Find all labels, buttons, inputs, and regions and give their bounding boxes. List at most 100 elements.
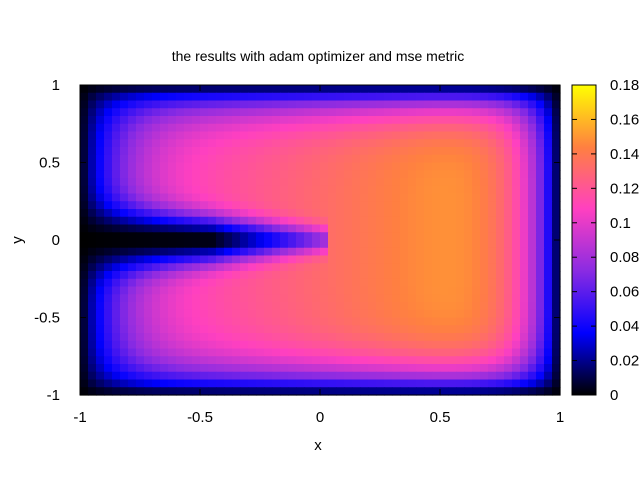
heatmap-cell	[432, 317, 441, 326]
heatmap-cell	[552, 92, 561, 102]
heatmap-cell	[120, 108, 129, 117]
heatmap-cell	[392, 302, 401, 311]
heatmap-cell	[368, 263, 377, 272]
heatmap-cell	[184, 154, 193, 164]
heatmap-cell	[336, 201, 345, 210]
heatmap-cell	[400, 178, 409, 187]
heatmap-cell	[328, 294, 337, 303]
heatmap-cell	[176, 116, 185, 125]
heatmap-cell	[160, 364, 169, 373]
heatmap-cell	[480, 116, 489, 125]
heatmap-cell	[128, 209, 137, 218]
heatmap-cell	[528, 131, 537, 140]
heatmap-cell	[336, 387, 345, 396]
heatmap-cell	[552, 147, 561, 156]
heatmap-cell	[216, 209, 225, 218]
heatmap-cell	[400, 333, 409, 342]
heatmap-cell	[160, 278, 169, 288]
heatmap-cell	[224, 271, 233, 280]
heatmap-cell	[336, 294, 345, 303]
heatmap-cell	[216, 247, 225, 257]
heatmap-cell	[152, 387, 161, 396]
heatmap-cell	[112, 371, 121, 381]
heatmap-cell	[200, 309, 209, 319]
heatmap-cell	[184, 108, 193, 117]
heatmap-cell	[144, 116, 153, 125]
heatmap-cell	[360, 356, 369, 365]
heatmap-cell	[368, 271, 377, 280]
heatmap-cell	[400, 340, 409, 350]
heatmap-cell	[152, 379, 161, 388]
heatmap-cell	[400, 162, 409, 171]
heatmap-cell	[304, 170, 313, 179]
heatmap-cell	[280, 263, 289, 272]
heatmap-cell	[360, 154, 369, 164]
heatmap-cell	[88, 147, 97, 156]
heatmap-cell	[144, 387, 153, 396]
heatmap-cell	[480, 131, 489, 140]
heatmap-cell	[392, 201, 401, 210]
heatmap-cell	[336, 325, 345, 334]
heatmap-cell	[160, 123, 169, 133]
heatmap-cell	[400, 379, 409, 388]
heatmap-cell	[416, 286, 425, 295]
heatmap-cell	[360, 185, 369, 195]
heatmap-cell	[208, 154, 217, 164]
heatmap-cell	[464, 348, 473, 357]
heatmap-cell	[488, 286, 497, 295]
heatmap-cell	[224, 131, 233, 140]
heatmap-cell	[488, 263, 497, 272]
heatmap-cell	[472, 348, 481, 357]
heatmap-cell	[376, 387, 385, 396]
heatmap-cell	[288, 116, 297, 125]
heatmap-cell	[192, 371, 201, 381]
heatmap-cell	[552, 123, 561, 133]
heatmap-cell	[528, 356, 537, 365]
heatmap-cell	[296, 240, 305, 249]
heatmap-cell	[512, 387, 521, 396]
heatmap-cell	[360, 309, 369, 319]
heatmap-cell	[376, 178, 385, 187]
heatmap-cell	[208, 340, 217, 350]
heatmap-cell	[80, 333, 89, 342]
heatmap-cell	[136, 356, 145, 365]
heatmap-cell	[528, 116, 537, 125]
heatmap-cell	[416, 356, 425, 365]
heatmap-cell	[128, 302, 137, 311]
heatmap-cell	[320, 255, 329, 264]
heatmap-cell	[320, 92, 329, 102]
heatmap-cell	[344, 185, 353, 195]
heatmap-cell	[128, 232, 137, 241]
heatmap-cell	[424, 178, 433, 187]
heatmap-cell	[120, 116, 129, 125]
heatmap-cell	[224, 92, 233, 102]
heatmap-cell	[440, 387, 449, 396]
heatmap-cell	[520, 348, 529, 357]
heatmap-cell	[160, 317, 169, 326]
heatmap-cell	[544, 185, 553, 195]
heatmap-cell	[136, 317, 145, 326]
heatmap-cell	[504, 154, 513, 164]
heatmap-cell	[416, 185, 425, 195]
heatmap-cell	[200, 302, 209, 311]
heatmap-cell	[304, 294, 313, 303]
heatmap-cell	[80, 371, 89, 381]
heatmap-cell	[176, 92, 185, 102]
heatmap-cell	[176, 209, 185, 218]
heatmap-cell	[520, 294, 529, 303]
heatmap-cell	[192, 131, 201, 140]
heatmap-cell	[376, 286, 385, 295]
heatmap-cell	[544, 340, 553, 350]
heatmap-cell	[248, 286, 257, 295]
heatmap-cell	[184, 232, 193, 241]
heatmap-cell	[104, 255, 113, 264]
heatmap-cell	[352, 356, 361, 365]
heatmap-cell	[168, 364, 177, 373]
heatmap-cell	[320, 85, 329, 94]
heatmap-cell	[352, 123, 361, 133]
heatmap-cell	[296, 348, 305, 357]
heatmap-cell	[240, 193, 249, 202]
heatmap-cell	[184, 139, 193, 148]
heatmap-cell	[272, 325, 281, 334]
heatmap-cell	[96, 131, 105, 140]
